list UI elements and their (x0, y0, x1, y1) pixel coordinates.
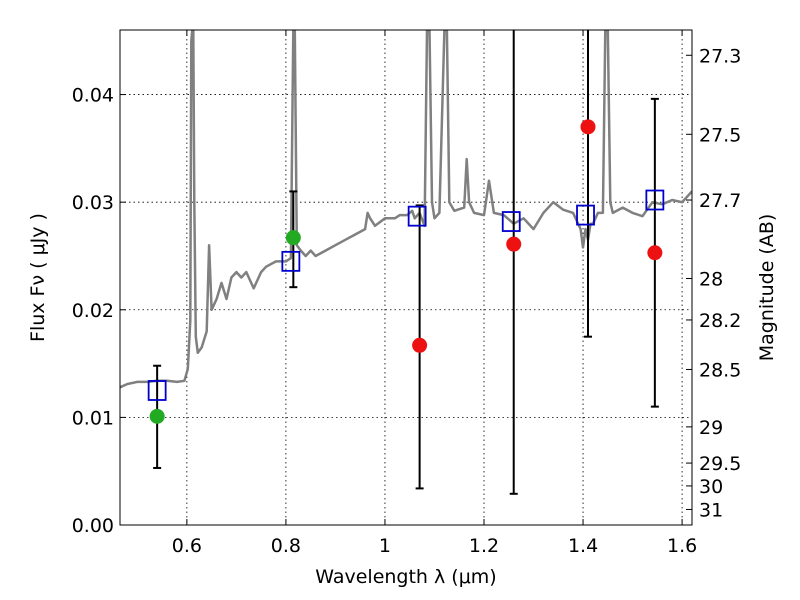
error-bar (584, 30, 592, 338)
grid (120, 30, 692, 526)
y2-tick-label: 28.2 (699, 310, 741, 332)
y2-tick-label: 27.3 (699, 45, 741, 67)
y2-tick-label: 30 (699, 476, 723, 498)
model-photometry-square (645, 189, 665, 211)
x-axis-label: Wavelength λ (μm) (315, 566, 496, 588)
model-spectrum (120, 30, 692, 389)
y-tick-label: 0.04 (72, 85, 114, 107)
non-detection-point (647, 245, 663, 261)
model-spectrum-line (120, 30, 692, 389)
non-detection-point (412, 337, 428, 353)
y2-tick-label: 27.7 (699, 190, 741, 212)
y-axis-label: Flux Fν ( μJy ) (27, 213, 49, 342)
x-tick-label: 0.8 (271, 535, 301, 557)
x-tick-label: 1.2 (469, 535, 499, 557)
error-bars (153, 30, 659, 495)
y-tick-label: 0.00 (72, 515, 114, 537)
y2-tick-label: 29 (699, 417, 723, 439)
x-tick-label: 1.4 (568, 535, 598, 557)
non-detection-point (506, 236, 522, 252)
model-photometry-square (501, 211, 521, 232)
plot-frame (119, 29, 693, 526)
y2-tick-label: 27.5 (699, 124, 741, 146)
x-tick-label: 1 (379, 535, 391, 557)
non-detection-point (580, 119, 596, 135)
y2-tick-label: 29.5 (699, 453, 741, 475)
model-photometry-square (281, 250, 301, 272)
model-photometry-square (147, 380, 167, 401)
model-photometry-square (407, 205, 427, 227)
y-tick-label: 0.01 (72, 407, 114, 429)
ticks: 0.6 0.8 1 1.2 1.4 1.6 0.00 0.01 0.02 0.03 0.04 27.3… (72, 30, 741, 557)
y2-tick-label: 28 (699, 268, 723, 290)
model-photometry-square (576, 204, 595, 226)
detection-point (149, 408, 165, 424)
y2-tick-label: 31 (699, 499, 723, 521)
y2-axis-label: Magnitude (AB) (756, 214, 778, 362)
x-tick-label: 1.6 (667, 535, 697, 557)
y2-tick-label: 28.5 (699, 359, 741, 381)
detection-point (285, 230, 301, 246)
markers (147, 119, 665, 424)
error-bar (509, 30, 518, 495)
y-tick-label: 0.03 (72, 192, 114, 214)
y-tick-label: 0.02 (72, 300, 114, 322)
x-tick-label: 0.6 (172, 535, 202, 557)
